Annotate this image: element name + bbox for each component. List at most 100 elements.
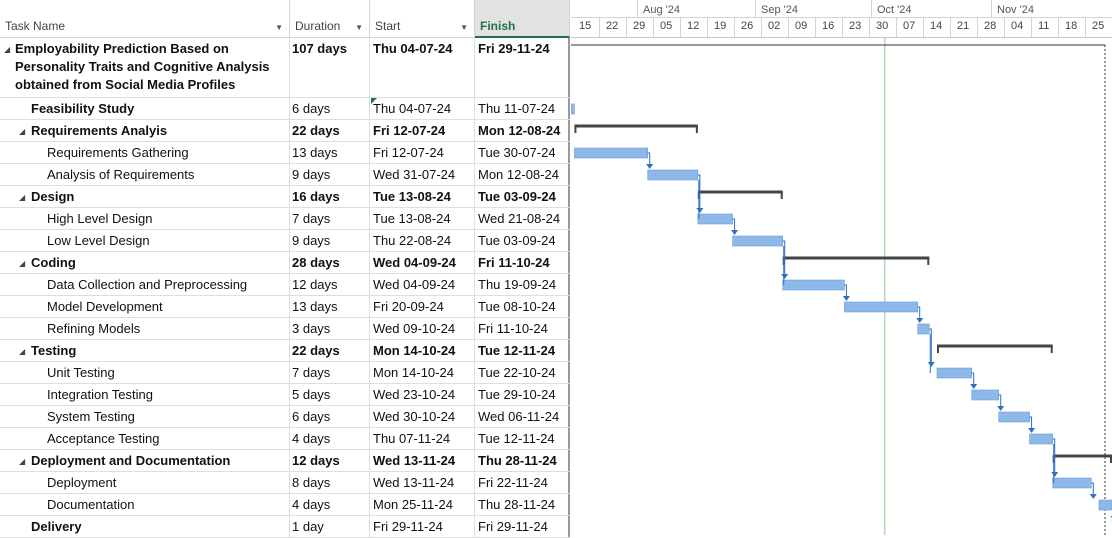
task-finish[interactable]: Tue 12-11-24 [475, 428, 570, 449]
task-finish[interactable]: Thu 19-09-24 [475, 274, 570, 295]
task-duration[interactable]: 3 days [290, 318, 370, 339]
task-start[interactable]: Wed 13-11-24 [370, 472, 475, 493]
task-duration[interactable]: 107 days [290, 38, 370, 97]
task-finish[interactable]: Wed 06-11-24 [475, 406, 570, 427]
task-duration[interactable]: 8 days [290, 472, 370, 493]
collapse-triangle-icon[interactable]: ◢ [19, 193, 30, 202]
task-duration[interactable]: 16 days [290, 186, 370, 207]
task-duration[interactable]: 22 days [290, 340, 370, 361]
task-finish[interactable]: Fri 11-10-24 [475, 252, 570, 273]
task-name-cell[interactable]: Analysis of Requirements [0, 164, 290, 185]
task-name-cell[interactable]: Data Collection and Preprocessing [0, 274, 290, 295]
task-duration[interactable]: 9 days [290, 164, 370, 185]
task-name-cell[interactable]: ◢Coding [0, 252, 290, 273]
task-start[interactable]: Wed 09-10-24 [370, 318, 475, 339]
task-name-cell[interactable]: Requirements Gathering [0, 142, 290, 163]
task-name-cell[interactable]: Refining Models [0, 318, 290, 339]
task-duration[interactable]: 13 days [290, 142, 370, 163]
task-name-cell[interactable]: Integration Testing [0, 384, 290, 405]
task-duration[interactable]: 7 days [290, 208, 370, 229]
task-finish[interactable]: Fri 11-10-24 [475, 318, 570, 339]
collapse-triangle-icon[interactable]: ◢ [19, 259, 30, 268]
task-duration[interactable]: 4 days [290, 428, 370, 449]
task-start[interactable]: Thu 22-08-24 [370, 230, 475, 251]
task-name-cell[interactable]: System Testing [0, 406, 290, 427]
task-duration[interactable]: 4 days [290, 494, 370, 515]
task-start[interactable]: Wed 23-10-24 [370, 384, 475, 405]
task-duration[interactable]: 13 days [290, 296, 370, 317]
task-start[interactable]: Wed 30-10-24 [370, 406, 475, 427]
task-name-cell[interactable]: High Level Design [0, 208, 290, 229]
task-start[interactable]: Fri 12-07-24 [370, 142, 475, 163]
task-name-cell[interactable]: Feasibility Study [0, 98, 290, 119]
chevron-down-icon[interactable]: ▼ [275, 23, 283, 32]
task-name-cell[interactable]: ◢Testing [0, 340, 290, 361]
task-name-cell[interactable]: ◢Requirements Analyis [0, 120, 290, 141]
task-finish[interactable]: Tue 29-10-24 [475, 384, 570, 405]
task-finish[interactable]: Fri 22-11-24 [475, 472, 570, 493]
task-name-cell[interactable]: ◢Design [0, 186, 290, 207]
task-name-cell[interactable]: Deployment [0, 472, 290, 493]
task-start[interactable]: Tue 13-08-24 [370, 186, 475, 207]
task-duration[interactable]: 9 days [290, 230, 370, 251]
task-duration[interactable]: 7 days [290, 362, 370, 383]
task-start[interactable]: Thu 04-07-24 [370, 38, 475, 97]
task-duration[interactable]: 12 days [290, 450, 370, 471]
collapse-triangle-icon[interactable]: ◢ [19, 457, 30, 466]
task-start[interactable]: Fri 12-07-24 [370, 120, 475, 141]
task-finish[interactable]: Fri 29-11-24 [475, 516, 570, 537]
task-finish[interactable]: Fri 29-11-24 [475, 38, 570, 97]
task-start[interactable]: Thu 04-07-24 [370, 98, 475, 119]
task-finish[interactable]: Thu 28-11-24 [475, 494, 570, 515]
task-duration[interactable]: 6 days [290, 406, 370, 427]
column-header-finish[interactable]: Finish [475, 0, 570, 38]
column-header-duration[interactable]: Duration ▼ [290, 0, 370, 38]
task-duration[interactable]: 22 days [290, 120, 370, 141]
task-duration[interactable]: 5 days [290, 384, 370, 405]
task-start[interactable]: Thu 07-11-24 [370, 428, 475, 449]
column-header-task-name[interactable]: Task Name ▼ [0, 0, 290, 38]
task-finish[interactable]: Mon 12-08-24 [475, 164, 570, 185]
task-start[interactable]: Tue 13-08-24 [370, 208, 475, 229]
task-start[interactable]: Mon 25-11-24 [370, 494, 475, 515]
task-name-cell[interactable]: ◢Deployment and Documentation [0, 450, 290, 471]
task-name-cell[interactable]: Low Level Design [0, 230, 290, 251]
task-start[interactable]: Mon 14-10-24 [370, 362, 475, 383]
task-start[interactable]: Wed 04-09-24 [370, 274, 475, 295]
task-name-cell[interactable]: Model Development [0, 296, 290, 317]
task-finish[interactable]: Wed 21-08-24 [475, 208, 570, 229]
task-name-cell[interactable]: Documentation [0, 494, 290, 515]
task-start[interactable]: Wed 31-07-24 [370, 164, 475, 185]
task-duration[interactable]: 12 days [290, 274, 370, 295]
task-finish[interactable]: Tue 03-09-24 [475, 230, 570, 251]
task-start[interactable]: Mon 14-10-24 [370, 340, 475, 361]
chevron-down-icon[interactable]: ▼ [355, 23, 363, 32]
task-finish[interactable]: Mon 12-08-24 [475, 120, 570, 141]
task-finish[interactable]: Tue 08-10-24 [475, 296, 570, 317]
task-name-cell[interactable]: Delivery [0, 516, 290, 537]
task-finish[interactable]: Tue 22-10-24 [475, 362, 570, 383]
chevron-down-icon[interactable]: ▼ [460, 23, 468, 32]
task-finish[interactable]: Tue 03-09-24 [475, 186, 570, 207]
task-start[interactable]: Wed 13-11-24 [370, 450, 475, 471]
task-start[interactable]: Fri 29-11-24 [370, 516, 475, 537]
task-duration[interactable]: 6 days [290, 98, 370, 119]
collapse-triangle-icon[interactable]: ◢ [19, 127, 30, 136]
task-start[interactable]: Wed 04-09-24 [370, 252, 475, 273]
task-finish[interactable]: Tue 30-07-24 [475, 142, 570, 163]
task-name-cell[interactable]: Unit Testing [0, 362, 290, 383]
